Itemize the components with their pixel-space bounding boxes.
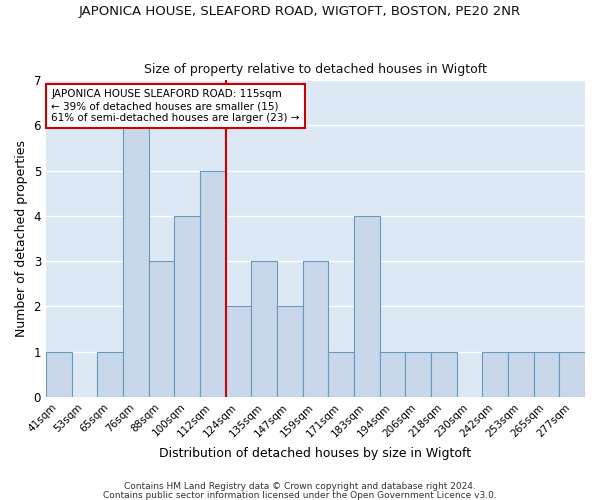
Text: Contains public sector information licensed under the Open Government Licence v3: Contains public sector information licen… [103, 490, 497, 500]
Bar [149, 261, 174, 397]
Bar [302, 261, 328, 397]
Bar [328, 352, 354, 397]
Bar [251, 261, 277, 397]
Bar [533, 352, 559, 397]
Bar [354, 216, 380, 397]
Bar [174, 216, 200, 397]
Bar [559, 352, 585, 397]
Text: JAPONICA HOUSE SLEAFORD ROAD: 115sqm
← 39% of detached houses are smaller (15)
6: JAPONICA HOUSE SLEAFORD ROAD: 115sqm ← 3… [52, 90, 300, 122]
Bar [277, 306, 302, 397]
Text: Contains HM Land Registry data © Crown copyright and database right 2024.: Contains HM Land Registry data © Crown c… [124, 482, 476, 491]
Bar [380, 352, 406, 397]
Bar [46, 352, 71, 397]
Bar [226, 306, 251, 397]
Bar [97, 352, 123, 397]
Bar [482, 352, 508, 397]
Text: JAPONICA HOUSE, SLEAFORD ROAD, WIGTOFT, BOSTON, PE20 2NR: JAPONICA HOUSE, SLEAFORD ROAD, WIGTOFT, … [79, 5, 521, 18]
Bar [123, 125, 149, 397]
Title: Size of property relative to detached houses in Wigtoft: Size of property relative to detached ho… [144, 63, 487, 76]
Bar [508, 352, 533, 397]
Bar [431, 352, 457, 397]
Bar [200, 170, 226, 397]
X-axis label: Distribution of detached houses by size in Wigtoft: Distribution of detached houses by size … [160, 447, 472, 460]
Y-axis label: Number of detached properties: Number of detached properties [15, 140, 28, 337]
Bar [406, 352, 431, 397]
